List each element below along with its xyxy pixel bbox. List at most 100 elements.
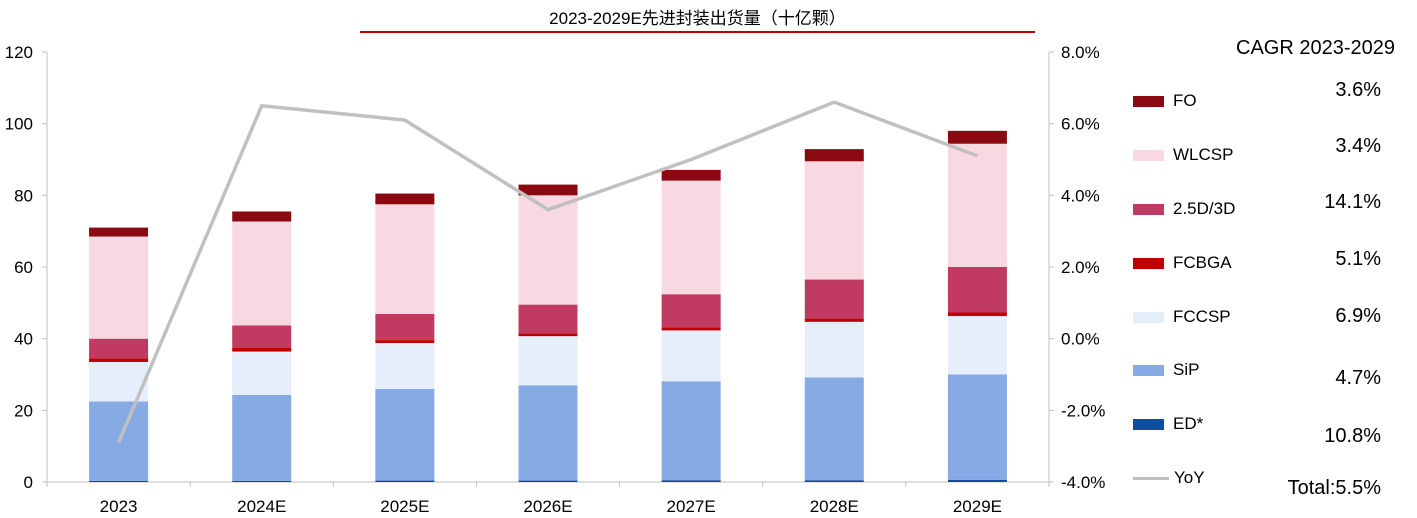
x-tick-label: 2026E [523,497,572,516]
bar-segment [804,149,864,162]
bar-segment [518,385,578,481]
bar-segment [375,313,435,341]
x-tick-label: 2025E [380,497,429,516]
bar-segment [89,338,149,359]
right-tick-label: 8.0% [1061,43,1100,62]
legend-label: FCCSP [1173,307,1231,326]
right-tick-label: 4.0% [1061,186,1100,205]
legend-item: ED* [1133,414,1203,434]
bar-segment [947,312,1007,317]
legend-item: YoY [1133,468,1205,488]
bar-segment [947,374,1007,480]
bar-segment [661,480,721,482]
bar-segment [804,279,864,319]
yoy-line-layer [116,100,979,444]
bar-segment [375,204,435,314]
bar-segment [375,480,435,482]
bars-layer [89,130,1007,482]
legend-label: SiP [1173,360,1200,379]
bar-segment [518,195,578,305]
legend-swatch [1133,364,1164,376]
cagr-value: 3.4% [1335,135,1381,157]
legend-label: WLCSP [1173,145,1234,164]
cagr-value: 6.9% [1335,305,1381,327]
legend-label: FO [1173,91,1197,110]
legend-item: WLCSP [1133,145,1233,165]
legend-swatch [1133,149,1164,161]
bar-segment [661,294,721,328]
bar-segment [375,193,435,205]
left-tick-label: 0 [24,473,33,492]
right-tick-label: 6.0% [1061,115,1100,134]
bar-segment [375,340,435,343]
cagr-value: 14.1% [1324,191,1381,213]
x-tick-label: 2024E [237,497,286,516]
bar-segment [518,304,578,334]
legend-label: YoY [1174,468,1205,487]
bar-segment [947,316,1007,375]
bar-segment [89,227,149,237]
title-underline [360,31,1035,33]
bar-segment [518,184,578,196]
right-tick-label: -2.0% [1061,401,1105,420]
bar-segment [947,267,1007,313]
right-tick-label: 0.0% [1061,330,1100,349]
left-tick-label: 100 [5,115,33,134]
bar-segment [518,336,578,386]
legend-item: FCBGA [1133,253,1232,273]
bar-segment [947,479,1007,482]
legend-swatch [1133,311,1164,323]
bar-segment [947,143,1007,267]
bar-segment [661,330,721,382]
bar-segment [804,377,864,481]
bar-segment [89,358,149,362]
cagr-header: CAGR 2023-2029 [1236,37,1395,59]
chart-title: 2023-2029E先进封装出货量（十亿颗） [549,9,846,28]
bar-segment [661,327,721,331]
bar-segment [89,480,149,482]
tick-labels-layer: 0 20 40 60 80 100 120 -4.0% -2.0% 0.0% 2.0% 4.0% 6.0… [5,43,1106,516]
legend-swatch [1133,418,1164,430]
cagr-total: Total:5.5% [1287,477,1381,499]
legend-line-swatch [1133,476,1169,480]
left-tick-label: 40 [14,330,33,349]
bar-segment [232,325,292,348]
cagr-value: 3.6% [1335,79,1381,101]
legend-swatch [1133,257,1164,269]
left-tick-label: 120 [5,43,33,62]
legend-label: 2.5D/3D [1173,199,1236,218]
bar-segment [804,480,864,482]
legend-swatch [1133,203,1164,215]
bar-segment [232,351,292,395]
legend-item: SiP [1133,360,1199,380]
cagr-value: 10.8% [1324,425,1381,447]
bar-segment [947,130,1007,144]
x-tick-label: 2029E [953,497,1002,516]
left-tick-label: 20 [14,401,33,420]
yoy-line [116,100,979,444]
bar-segment [804,318,864,322]
bar-segment [232,394,292,481]
cagr-value: 5.1% [1335,248,1381,270]
left-tick-label: 60 [14,258,33,277]
bar-segment [232,211,292,222]
cagr-value: 4.7% [1335,367,1381,389]
legend-label: FCBGA [1173,253,1232,272]
left-tick-label: 80 [14,186,33,205]
bar-segment [232,480,292,482]
bar-segment [518,480,578,482]
bar-segment [804,321,864,378]
legend-label: ED* [1173,414,1204,433]
bar-segment [661,180,721,295]
right-tick-label: -4.0% [1061,473,1105,492]
x-tick-label: 2027E [667,497,716,516]
bar-segment [661,381,721,481]
legend-item: FO [1133,91,1197,111]
bar-segment [518,333,578,337]
bar-segment [232,221,292,326]
legend-swatch [1133,95,1164,107]
legend-item: FCCSP [1133,307,1231,327]
bar-segment [232,347,292,352]
bar-segment [375,388,435,481]
